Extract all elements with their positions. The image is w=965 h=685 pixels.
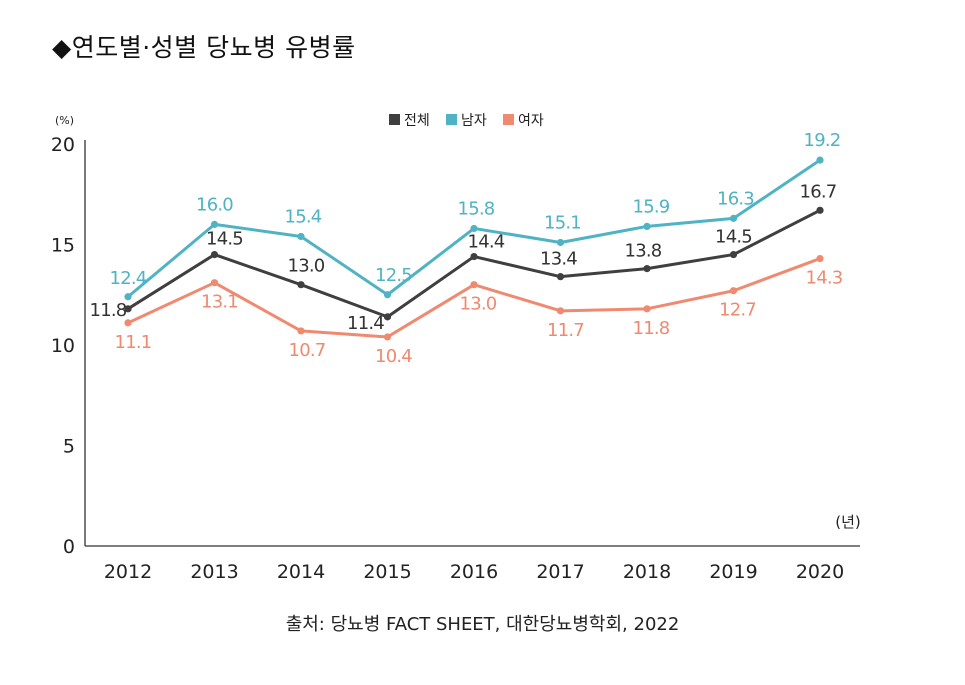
data-label: 11.8 bbox=[633, 318, 670, 339]
data-point bbox=[210, 220, 219, 228]
y-tick-label: 10 bbox=[51, 335, 75, 357]
data-point bbox=[297, 327, 305, 335]
data-label: 16.7 bbox=[800, 181, 837, 202]
data-label: 11.4 bbox=[347, 313, 384, 334]
data-point bbox=[470, 252, 478, 261]
data-point bbox=[556, 307, 565, 315]
data-label: 13.8 bbox=[625, 241, 662, 262]
data-point bbox=[470, 281, 478, 289]
legend-label: 남자 bbox=[461, 113, 487, 129]
data-label: 11.8 bbox=[90, 300, 127, 321]
y-axis-unit: (%) bbox=[55, 114, 74, 127]
data-point bbox=[383, 333, 392, 341]
data-label: 13.4 bbox=[540, 249, 577, 270]
line-chart: 0 5 10 15 20 (%) 2012 2013 2014 2015 2016 2017 2018 2… bbox=[51, 113, 861, 583]
x-tick-label: 2013 bbox=[190, 561, 238, 583]
data-point bbox=[210, 279, 219, 287]
legend-swatch bbox=[389, 114, 400, 125]
data-label: 14.3 bbox=[806, 268, 843, 289]
x-tick-label: 2020 bbox=[796, 561, 844, 583]
data-point bbox=[643, 305, 651, 313]
x-tick-label: 2019 bbox=[709, 561, 757, 583]
legend-label: 여자 bbox=[518, 113, 544, 129]
y-tick-label: 15 bbox=[51, 235, 75, 257]
data-point bbox=[297, 281, 305, 289]
data-label: 13.0 bbox=[288, 256, 325, 277]
data-point bbox=[729, 214, 738, 222]
legend-swatch bbox=[503, 114, 514, 125]
data-label: 14.5 bbox=[715, 227, 752, 248]
data-label: 11.7 bbox=[547, 320, 584, 341]
y-tick-label: 20 bbox=[51, 134, 75, 156]
data-label: 10.4 bbox=[375, 346, 412, 367]
data-point bbox=[470, 224, 478, 233]
data-point bbox=[383, 313, 392, 321]
x-tick-label: 2017 bbox=[536, 561, 584, 583]
data-label: 13.0 bbox=[460, 294, 497, 315]
data-label: 16.0 bbox=[196, 194, 233, 215]
data-label: 14.4 bbox=[468, 232, 505, 253]
data-point bbox=[297, 232, 305, 241]
x-tick-label: 2015 bbox=[363, 561, 411, 583]
y-tick-label: 5 bbox=[63, 436, 75, 458]
data-point bbox=[643, 265, 651, 273]
legend-label: 전체 bbox=[404, 113, 430, 129]
data-point bbox=[729, 250, 738, 259]
page-title: ◆연도별·성별 당뇨병 유병률 bbox=[52, 33, 356, 62]
data-point bbox=[124, 293, 132, 301]
data-point bbox=[124, 305, 132, 313]
data-point bbox=[729, 287, 738, 295]
x-tick-label: 2012 bbox=[104, 561, 152, 583]
x-tick-label: 2018 bbox=[623, 561, 671, 583]
data-label: 12.5 bbox=[375, 265, 412, 286]
data-point bbox=[816, 254, 824, 263]
x-tick-label: 2014 bbox=[277, 561, 325, 583]
data-point bbox=[556, 273, 565, 281]
data-point bbox=[383, 291, 392, 299]
data-label: 15.1 bbox=[544, 212, 581, 233]
data-label: 12.7 bbox=[719, 300, 756, 321]
data-label: 12.4 bbox=[110, 268, 147, 289]
x-tick-label: 2016 bbox=[450, 561, 498, 583]
data-label: 13.1 bbox=[201, 292, 238, 313]
data-label: 19.2 bbox=[804, 130, 841, 151]
data-label: 14.5 bbox=[206, 229, 243, 250]
source-note: 출처: 당뇨병 FACT SHEET, 대한당뇨병학회, 2022 bbox=[285, 614, 680, 635]
data-label: 15.9 bbox=[633, 196, 670, 217]
data-label: 10.7 bbox=[289, 340, 326, 361]
data-point bbox=[210, 250, 219, 259]
data-point bbox=[556, 238, 565, 247]
data-label: 11.1 bbox=[115, 332, 152, 353]
data-point bbox=[816, 156, 824, 164]
data-point bbox=[816, 206, 824, 214]
y-tick-label: 0 bbox=[63, 536, 75, 558]
legend-swatch bbox=[446, 114, 457, 125]
data-label: 15.8 bbox=[458, 198, 495, 219]
x-axis-unit: (년) bbox=[835, 513, 861, 531]
data-point bbox=[124, 319, 132, 327]
data-label: 16.3 bbox=[717, 188, 754, 209]
data-point bbox=[643, 222, 651, 231]
data-label: 15.4 bbox=[285, 206, 322, 227]
